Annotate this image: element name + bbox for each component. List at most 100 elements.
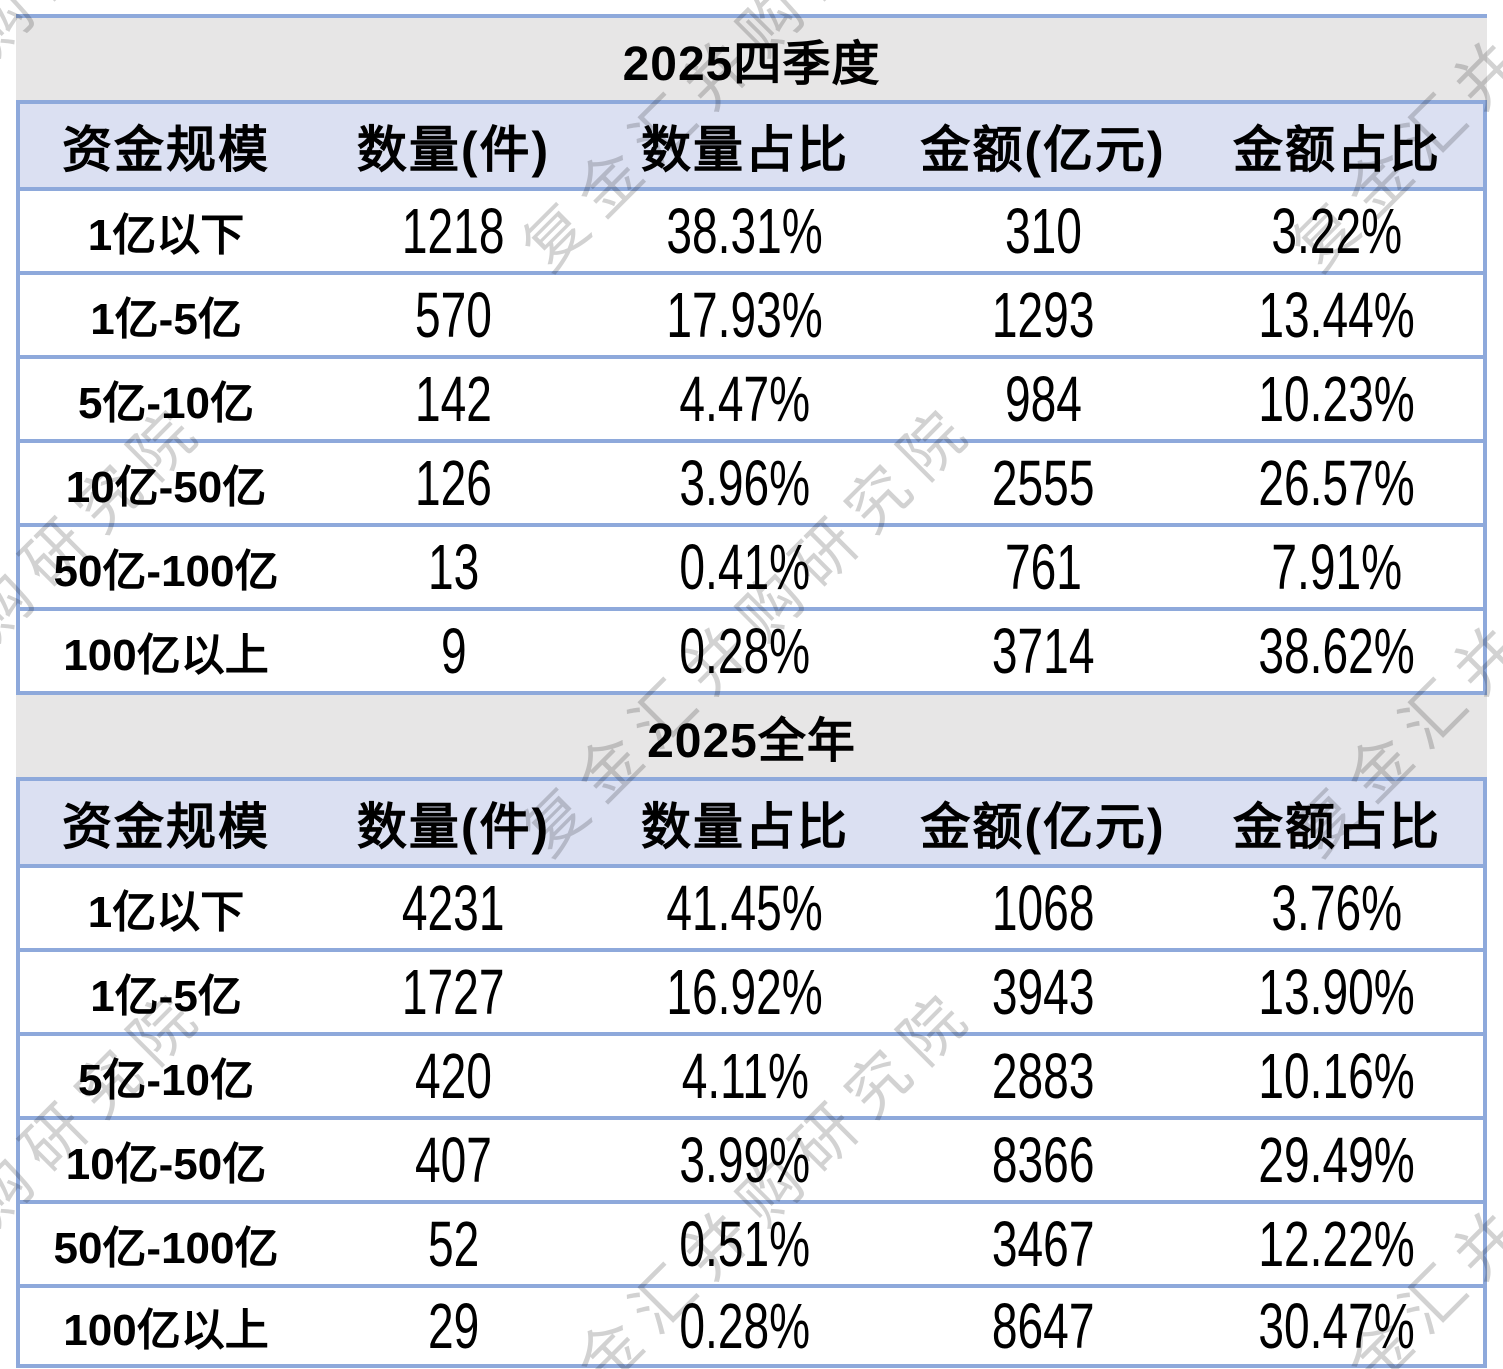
row-label-cell: 1亿-5亿 [20, 275, 312, 355]
row-label: 1亿-5亿 [90, 295, 242, 344]
header-cell: 资金规模 [20, 781, 312, 864]
table-title-row: 2025四季度 [16, 14, 1487, 100]
value-text: 3.99% [679, 1124, 811, 1196]
value-text: 2555 [991, 447, 1095, 519]
value-cell: 4.47% [595, 359, 895, 439]
value-cell: 52 [312, 1204, 595, 1284]
value-cell: 13 [312, 527, 595, 607]
value-cell: 1068 [895, 868, 1191, 948]
value-cell: 16.92% [595, 952, 895, 1032]
value-text: 1218 [402, 195, 505, 267]
value-text: 12.22% [1258, 1208, 1416, 1280]
header-cell-label: 资金规模 [62, 798, 270, 855]
value-text: 3.96% [679, 447, 811, 519]
data-row: 1亿-5亿 1727 16.92% 3943 13.90% [16, 948, 1487, 1032]
value-cell: 8647 [895, 1288, 1191, 1364]
data-row: 100亿以上 29 0.28% 8647 30.47% [16, 1284, 1487, 1368]
value-cell: 1218 [312, 191, 595, 271]
value-cell: 0.28% [595, 1288, 895, 1364]
value-text: 4231 [402, 872, 505, 944]
table-title: 2025四季度 [622, 38, 881, 91]
value-text: 142 [415, 363, 492, 435]
value-cell: 407 [312, 1120, 595, 1200]
header-cell-label: 金额(亿元) [920, 798, 1166, 855]
header-row: 资金规模 数量(件) 数量占比 金额(亿元) 金额占比 [16, 100, 1487, 187]
data-row: 100亿以上 9 0.28% 3714 38.62% [16, 607, 1487, 691]
value-text: 8366 [991, 1124, 1095, 1196]
value-cell: 13.44% [1191, 275, 1483, 355]
value-text: 4.11% [681, 1040, 809, 1112]
header-cell-label: 数量(件) [356, 798, 551, 855]
data-row: 1亿以下 1218 38.31% 310 3.22% [16, 187, 1487, 271]
value-text: 38.31% [666, 195, 824, 267]
row-label: 10亿-50亿 [65, 463, 267, 512]
value-text: 2883 [991, 1040, 1095, 1112]
value-text: 0.51% [679, 1208, 811, 1280]
value-cell: 3.76% [1191, 868, 1483, 948]
value-text: 984 [1004, 363, 1082, 435]
value-text: 3943 [991, 956, 1095, 1028]
data-row: 10亿-50亿 126 3.96% 2555 26.57% [16, 439, 1487, 523]
header-cell-label: 金额占比 [1233, 798, 1441, 855]
row-label-cell: 1亿以下 [20, 191, 312, 271]
row-label-cell: 1亿-5亿 [20, 952, 312, 1032]
value-text: 1068 [991, 872, 1095, 944]
value-text: 10.16% [1258, 1040, 1416, 1112]
value-cell: 3714 [895, 611, 1191, 691]
value-text: 30.47% [1258, 1290, 1416, 1362]
value-cell: 26.57% [1191, 443, 1483, 523]
header-cell: 资金规模 [20, 104, 312, 187]
row-label: 5亿-10亿 [77, 1056, 255, 1105]
value-cell: 0.28% [595, 611, 895, 691]
value-cell: 126 [312, 443, 595, 523]
value-text: 17.93% [666, 279, 824, 351]
value-cell: 2883 [895, 1036, 1191, 1116]
value-cell: 3.22% [1191, 191, 1483, 271]
row-label: 100亿以上 [63, 1306, 269, 1355]
row-label: 1亿以下 [87, 211, 245, 260]
header-cell: 数量(件) [312, 781, 595, 864]
value-cell: 1727 [312, 952, 595, 1032]
row-label: 5亿-10亿 [77, 379, 255, 428]
row-label-cell: 5亿-10亿 [20, 359, 312, 439]
value-cell: 12.22% [1191, 1204, 1483, 1284]
header-cell: 数量占比 [595, 781, 895, 864]
row-label-cell: 50亿-100亿 [20, 1204, 312, 1284]
header-cell: 金额(亿元) [895, 104, 1191, 187]
value-cell: 10.23% [1191, 359, 1483, 439]
value-cell: 41.45% [595, 868, 895, 948]
row-label: 50亿-100亿 [53, 547, 279, 596]
value-text: 16.92% [666, 956, 824, 1028]
table-title-row: 2025全年 [16, 691, 1487, 777]
row-label: 1亿以下 [87, 888, 245, 937]
value-cell: 0.51% [595, 1204, 895, 1284]
table-2025-full-year: 2025全年资金规模 数量(件) 数量占比 金额(亿元) 金额占比 1亿以下 4231 41.… [16, 691, 1487, 1368]
value-text: 761 [1004, 531, 1082, 603]
value-text: 3.76% [1271, 872, 1403, 944]
value-text: 3714 [991, 615, 1095, 687]
data-row: 5亿-10亿 142 4.47% 984 10.23% [16, 355, 1487, 439]
value-cell: 7.91% [1191, 527, 1483, 607]
value-text: 1727 [402, 956, 505, 1028]
value-cell: 984 [895, 359, 1191, 439]
value-text: 0.41% [679, 531, 811, 603]
row-label: 50亿-100亿 [53, 1224, 279, 1273]
value-cell: 29.49% [1191, 1120, 1483, 1200]
value-text: 3.22% [1271, 195, 1403, 267]
value-text: 570 [415, 279, 492, 351]
table-2025-q4: 2025四季度 资金规模 数量(件) 数量占比 金额(亿元) 金额占比 1亿以下 1218 38… [16, 14, 1487, 691]
value-text: 420 [415, 1040, 492, 1112]
value-text: 126 [415, 447, 492, 519]
value-cell: 38.31% [595, 191, 895, 271]
data-row: 1亿以下 4231 41.45% 1068 3.76% [16, 864, 1487, 948]
value-cell: 4231 [312, 868, 595, 948]
value-cell: 13.90% [1191, 952, 1483, 1032]
header-cell-label: 金额占比 [1233, 121, 1441, 178]
value-cell: 4.11% [595, 1036, 895, 1116]
value-text: 8647 [991, 1290, 1095, 1362]
value-text: 310 [1004, 195, 1082, 267]
header-cell-label: 资金规模 [62, 121, 270, 178]
value-text: 29.49% [1258, 1124, 1416, 1196]
value-text: 0.28% [679, 615, 811, 687]
header-row: 资金规模 数量(件) 数量占比 金额(亿元) 金额占比 [16, 777, 1487, 864]
